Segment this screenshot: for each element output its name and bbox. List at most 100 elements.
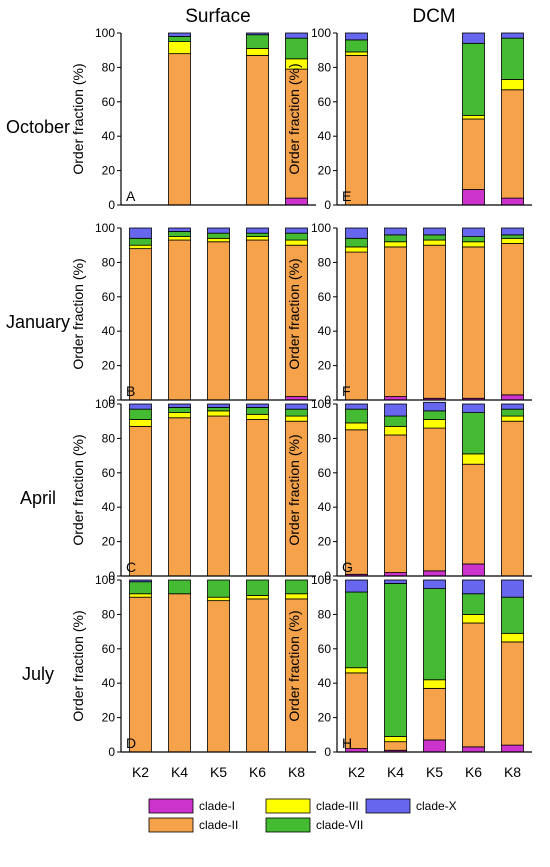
y-tick-label: 40 — [318, 676, 332, 690]
y-tick-label: 100 — [95, 26, 115, 40]
bar-segment-clade-X-K6 — [462, 32, 485, 44]
y-tick-label: 100 — [95, 397, 115, 411]
y-tick-label: 100 — [311, 221, 331, 235]
bar-segment-clade-III-K6 — [462, 614, 485, 624]
y-tick-label: 40 — [102, 500, 116, 514]
bar-segment-clade-VII-K5 — [423, 410, 446, 420]
y-axis-label: Order fraction (%) — [286, 610, 302, 721]
y-tick-label: 60 — [318, 642, 332, 656]
legend-label-clade-X: clade-X — [416, 799, 457, 813]
bar-segment-clade-VII-K5 — [423, 234, 446, 241]
y-tick-label: 0 — [324, 393, 331, 407]
y-tick-label: 40 — [102, 324, 116, 338]
bar-segment-clade-II-K4 — [168, 593, 191, 753]
bar-segment-clade-II-K6 — [462, 622, 485, 748]
bar-segment-clade-X-K4 — [384, 403, 407, 417]
y-tick-label: 80 — [102, 60, 116, 74]
bar-segment-clade-X-K4 — [168, 32, 191, 37]
panel-E: Order fraction (%) 0 20 40 60 80 100 E — [286, 26, 532, 212]
x-tick-label-K8: K8 — [504, 764, 521, 780]
bar-segment-clade-VII-K2 — [129, 581, 152, 595]
bar-segment-clade-X-K2 — [129, 579, 152, 583]
bar-segment-clade-III-K4 — [168, 412, 191, 419]
bar-segment-clade-II-K5 — [207, 600, 230, 753]
bar-segment-clade-III-K4 — [384, 425, 407, 436]
bar-segment-clade-II-K6 — [462, 118, 485, 190]
y-axis-label: Order fraction (%) — [70, 434, 86, 545]
bar-segment-clade-III-K8 — [501, 632, 524, 643]
bar-segment-clade-I-K8 — [501, 197, 524, 206]
panel-letter: G — [342, 559, 353, 575]
bar-segment-clade-II-K5 — [423, 427, 446, 572]
bar-segment-clade-III-K6 — [462, 241, 485, 248]
panel-letter: E — [342, 188, 351, 204]
bar-segment-clade-X-K2 — [345, 579, 368, 593]
panel-letter: D — [126, 735, 136, 751]
panel-F: Order fraction (%) 0 20 40 60 80 100 F — [286, 221, 532, 407]
bar-segment-clade-X-K6 — [462, 403, 485, 414]
y-tick-label: 80 — [102, 607, 116, 621]
y-axis-label: Order fraction (%) — [70, 610, 86, 721]
bar-segment-clade-II-K5 — [423, 687, 446, 741]
bar-segment-clade-I-K6 — [462, 746, 485, 753]
y-axis-label: Order fraction (%) — [70, 63, 86, 174]
bar-segment-clade-I-K6 — [462, 189, 485, 206]
x-tick-label-K4: K4 — [387, 764, 404, 780]
bar-segment-clade-X-K5 — [423, 579, 446, 590]
bar-segment-clade-III-K4 — [384, 241, 407, 248]
y-tick-label: 80 — [318, 431, 332, 445]
y-tick-label: 40 — [318, 324, 332, 338]
y-tick-label: 60 — [102, 290, 116, 304]
row-label-january: January — [6, 312, 70, 332]
legend-label-clade-II: clade-II — [199, 818, 238, 832]
panel-G: Order fraction (%) 0 20 40 60 80 100 G — [286, 397, 532, 583]
bar-segment-clade-X-K8 — [501, 403, 524, 410]
bar-segment-clade-II-K8 — [501, 243, 524, 396]
bar-segment-clade-II-K5 — [423, 244, 446, 399]
y-tick-label: 60 — [102, 466, 116, 480]
bar-segment-clade-X-K8 — [285, 403, 308, 410]
bar-segment-clade-III-K5 — [207, 410, 230, 417]
bar-segment-clade-VII-K6 — [462, 593, 485, 615]
bar-segment-clade-III-K8 — [285, 415, 308, 422]
bar-segment-clade-I-K8 — [501, 394, 524, 401]
column-title-dcm: DCM — [412, 6, 455, 27]
bar-segment-clade-II-K2 — [345, 429, 368, 575]
bar-segment-clade-II-K4 — [384, 741, 407, 751]
x-tick-label-K2: K2 — [348, 764, 365, 780]
bar-segment-clade-X-K6 — [462, 227, 485, 238]
bar-segment-clade-II-K6 — [246, 54, 269, 206]
bar-segment-clade-II-K2 — [129, 596, 152, 753]
y-tick-label: 20 — [102, 359, 116, 373]
legend-label-clade-I: clade-I — [199, 799, 235, 813]
y-tick-label: 20 — [318, 711, 332, 725]
y-tick-label: 0 — [324, 198, 331, 212]
y-tick-label: 80 — [318, 255, 332, 269]
y-tick-label: 60 — [318, 290, 332, 304]
bar-segment-clade-II-K8 — [501, 420, 524, 577]
bar-segment-clade-II-K2 — [345, 251, 368, 401]
legend-label-clade-VII: clade-VII — [316, 818, 363, 832]
bar-segment-clade-III-K8 — [285, 239, 308, 246]
row-label-april: April — [20, 488, 56, 508]
bar-segment-clade-II-K6 — [246, 419, 269, 577]
bar-segment-clade-VII-K8 — [285, 232, 308, 241]
bar-segment-clade-X-K2 — [345, 227, 368, 239]
bar-segment-clade-III-K5 — [207, 596, 230, 602]
y-tick-label: 20 — [318, 359, 332, 373]
bar-segment-clade-X-K5 — [207, 403, 230, 408]
bar-segment-clade-VII-K8 — [285, 579, 308, 595]
y-tick-label: 60 — [318, 95, 332, 109]
bar-segment-clade-VII-K2 — [129, 237, 152, 246]
bar-segment-clade-II-K6 — [462, 246, 485, 399]
y-tick-label: 100 — [311, 573, 331, 587]
bar-segment-clade-VII-K5 — [207, 579, 230, 598]
bar-segment-clade-III-K4 — [384, 736, 407, 743]
bar-segment-clade-X-K2 — [129, 227, 152, 239]
panel-D: Order fraction (%) 0 20 40 60 80 100 D — [70, 573, 316, 759]
bar-segment-clade-III-K8 — [501, 79, 524, 91]
bar-segment-clade-VII-K4 — [168, 407, 191, 414]
y-tick-label: 20 — [102, 711, 116, 725]
row-label-july: July — [22, 664, 54, 684]
